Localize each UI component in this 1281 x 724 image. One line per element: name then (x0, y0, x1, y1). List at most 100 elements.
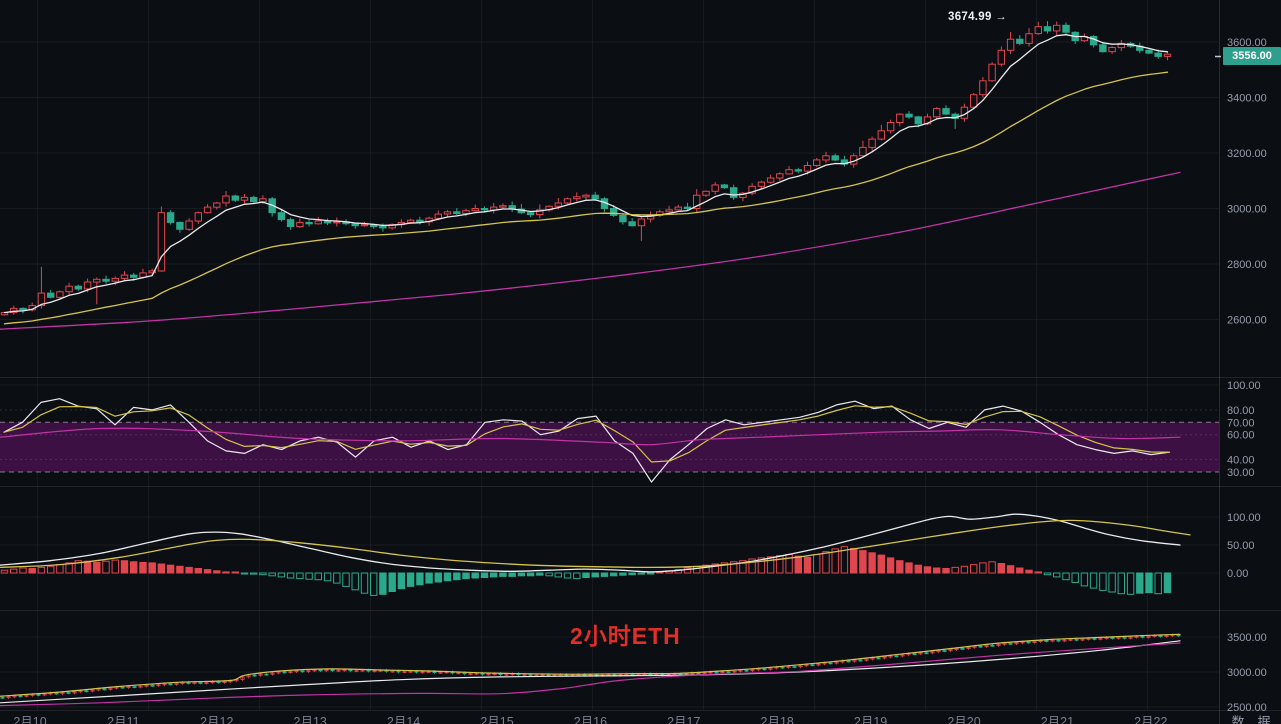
candlestick (979, 80, 987, 96)
macd-histogram-bar (600, 572, 609, 577)
macd-histogram-bar (739, 560, 747, 574)
mini-candlestick (54, 692, 59, 695)
axis-label: 2月14 (387, 715, 420, 724)
axis-label: 3200.00 (1227, 148, 1267, 160)
mini-overview-panel (0, 633, 1181, 707)
macd-histogram-bar (766, 556, 775, 574)
mini-candlestick (852, 659, 857, 662)
macd-histogram-bar (0, 569, 9, 574)
macd-histogram-bar (120, 560, 129, 574)
mini-candlestick (372, 670, 377, 673)
mini-candlestick (42, 693, 47, 696)
mini-candlestick (1002, 642, 1007, 645)
axis-label: 2600.00 (1227, 315, 1267, 327)
mini-candlestick (996, 643, 1001, 646)
axis-label: 2月20 (947, 715, 980, 724)
candlestick (1062, 24, 1070, 33)
mini-candlestick (240, 676, 245, 680)
candlestick (739, 192, 747, 198)
macd-histogram-bar (1154, 572, 1162, 595)
axis-label: 3600.00 (1227, 37, 1267, 49)
mini-candlestick (990, 644, 995, 647)
macd-histogram-bar (1071, 572, 1079, 583)
mini-candlestick (1140, 636, 1145, 638)
axis-label: 100.00 (1227, 380, 1261, 392)
macd-histogram-bar (545, 572, 553, 577)
ma-magenta-line (0, 171, 1181, 330)
axis-label: 数 (1231, 715, 1244, 724)
mini-yellow-line (0, 633, 1181, 697)
mini-candlestick (792, 666, 797, 668)
macd-histogram-bar (637, 572, 646, 575)
macd-histogram-bar (970, 564, 978, 574)
mini-candlestick (216, 681, 221, 684)
macd-histogram-bar (388, 572, 396, 592)
macd-histogram-bar (563, 572, 572, 579)
macd-histogram-bar (379, 572, 387, 595)
axis-label: 3400.00 (1227, 93, 1267, 105)
high-price-annotation: 3674.99 → (948, 11, 1007, 23)
candlestick (1043, 26, 1052, 32)
mini-candlestick (1080, 638, 1085, 641)
macd-histogram-bar (176, 565, 184, 574)
price-axis: 3600.00 3400.00 3200.00 3000.00 2800.00 2600.… (1215, 37, 1267, 714)
mini-candlestick (726, 671, 731, 673)
macd-histogram-bar (342, 572, 350, 587)
macd-histogram-bar (822, 551, 830, 574)
macd-histogram-bar (702, 564, 710, 574)
macd-histogram-bar (803, 556, 812, 574)
last-price-badge: 3556.00 (1223, 47, 1281, 65)
mini-candlestick (318, 669, 323, 672)
mini-candlestick (864, 658, 869, 661)
mini-candlestick (156, 684, 161, 687)
macd-histogram-bar (868, 552, 876, 574)
macd-histogram-bar (582, 572, 590, 578)
candlestick (526, 212, 535, 216)
macd-histogram-bar (480, 572, 489, 578)
macd-histogram-bar (554, 572, 562, 578)
candlestick (730, 187, 738, 198)
candlestick (83, 281, 92, 290)
macd-histogram-bar (748, 558, 756, 574)
mini-candlestick (828, 662, 833, 665)
mini-candlestick (948, 649, 953, 652)
axis-label: 2月10 (13, 715, 46, 724)
candlestick (19, 307, 27, 311)
mini-candlestick (1026, 641, 1031, 644)
axis-label: 0.00 (1227, 568, 1248, 580)
candlestick (462, 210, 470, 214)
candlestick (886, 122, 895, 132)
axis-label: 2月22 (1134, 715, 1167, 724)
axis-label: 据 (1257, 715, 1270, 724)
candlestick (573, 196, 581, 200)
rsi-panel (0, 398, 1219, 483)
mini-candlestick (306, 670, 311, 673)
candlestick (711, 184, 719, 192)
mini-candlestick (456, 672, 461, 675)
mini-candlestick (282, 671, 287, 674)
mini-candlestick (390, 670, 395, 673)
macd-histogram-bar (286, 572, 295, 579)
mini-candlestick (0, 696, 5, 699)
mini-candlestick (204, 682, 209, 684)
mini-candlestick (882, 656, 887, 659)
candlestick (683, 206, 692, 210)
macd-histogram-bar (877, 554, 885, 574)
rsi-white-line (3, 398, 1171, 483)
candlestick (877, 130, 885, 140)
candlestick (905, 113, 913, 118)
mini-candlestick (960, 648, 965, 650)
macd-histogram-bar (508, 572, 516, 577)
axis-label: 2500.00 (1227, 702, 1267, 714)
candlestick (942, 108, 950, 115)
candlestick (757, 181, 766, 187)
macd-histogram-bar (259, 572, 267, 576)
macd-histogram-bar (1043, 572, 1052, 576)
macd-histogram-bar (886, 557, 895, 574)
mini-candlestick (108, 687, 113, 690)
candlestick (360, 224, 369, 227)
mini-candlestick (894, 655, 899, 658)
candlestick (933, 108, 941, 118)
